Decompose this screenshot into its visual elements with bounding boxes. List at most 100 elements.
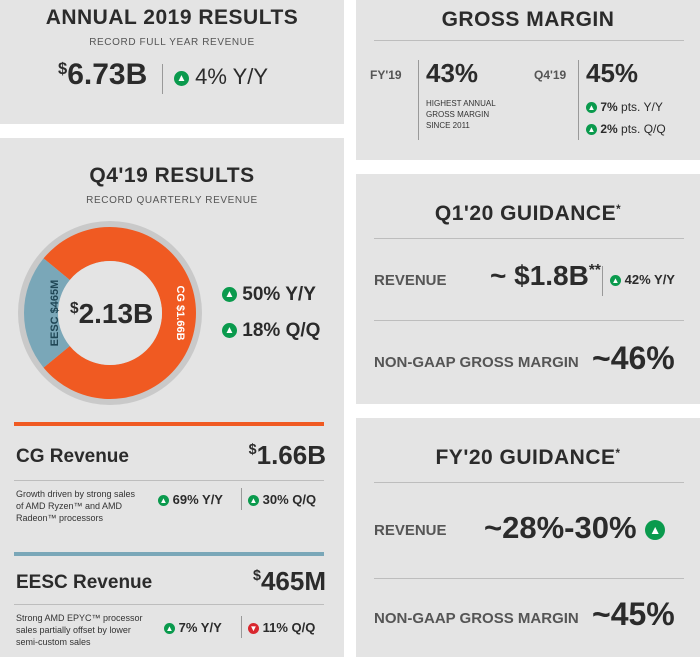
q4-growth-yy: ▲ 50% Y/Y	[222, 284, 316, 306]
q1-revenue-amount: 1.8B	[529, 260, 589, 291]
donut-hole	[58, 261, 162, 365]
q4-growth-qq: ▲ 18% Q/Q	[222, 320, 320, 342]
q4-center-currency: $	[70, 300, 79, 318]
fy20-guidance-panel: FY'20 GUIDANCE* REVENUE ~28%-30% ▲ NON-G…	[356, 418, 700, 657]
cg-value-amount: 1.66B	[256, 440, 326, 470]
q4-title: Q4'19 RESULTS	[89, 164, 255, 187]
eesc-yy: ▲ 7% Y/Y	[164, 620, 222, 635]
eesc-qq: ▼ 11% Q/Q	[248, 620, 315, 635]
q4-results-panel: Q4'19 RESULTS RECORD QUARTERLY REVENUE E…	[0, 138, 344, 657]
eesc-qq-value: 11% Q/Q	[262, 620, 316, 635]
up-arrow-icon: ▲	[222, 323, 237, 339]
fy20-title: FY'20 GUIDANCE*	[356, 446, 700, 470]
q1-revenue-label: REVENUE	[374, 272, 447, 289]
q-divider	[578, 60, 579, 140]
q1-margin-label: NON-GAAP GROSS MARGIN	[374, 354, 579, 371]
gross-margin-rule	[374, 40, 684, 41]
q4-growth-qq-value: 18% Q/Q	[242, 320, 321, 341]
down-arrow-icon: ▼	[248, 623, 259, 635]
fy20-revenue-value: ~28%-30%	[484, 510, 637, 545]
fy20-rule-mid	[374, 578, 684, 579]
up-arrow-icon: ▲	[164, 623, 175, 635]
q4-subtitle: RECORD QUARTERLY REVENUE	[86, 195, 258, 206]
up-arrow-icon: ▲	[174, 70, 189, 86]
q1-rule-top	[374, 238, 684, 239]
q-yy-growth: ▲ 7% pts. Y/Y	[586, 100, 663, 114]
cg-yy: ▲ 69% Y/Y	[158, 492, 223, 507]
cg-accent-bar	[14, 422, 324, 426]
annual-revenue-currency: $	[58, 60, 68, 79]
q1-margin-value: ~46%	[592, 340, 675, 376]
annual-title: ANNUAL 2019 RESULTS	[45, 6, 299, 29]
q1-revenue-growth-value: 42% Y/Y	[624, 272, 675, 287]
up-arrow-icon: ▲	[645, 519, 666, 540]
annual-subtitle: RECORD FULL YEAR REVENUE	[89, 37, 255, 48]
q1-title-mark: *	[616, 203, 622, 216]
up-arrow-icon: ▲	[586, 124, 597, 136]
q4-center-amount: 2.13B	[78, 298, 154, 329]
q4-donut-chart: EESC $465M CG $1.66B	[18, 221, 202, 405]
up-arrow-icon: ▲	[158, 495, 169, 507]
up-arrow-icon: ▲	[248, 495, 259, 507]
q-qq-value: 2%	[600, 122, 618, 136]
eesc-rule	[14, 604, 324, 605]
fy20-revenue-row: ~28%-30% ▲	[484, 510, 666, 546]
up-arrow-icon: ▲	[610, 275, 621, 287]
cg-description: Growth driven by strong sales of AMD Ryz…	[16, 489, 136, 523]
eesc-label: EESC $465M	[49, 280, 61, 347]
eesc-yy-value: 7% Y/Y	[178, 620, 222, 635]
fy-value: 43%	[426, 58, 479, 88]
eesc-title: EESC Revenue	[16, 572, 153, 593]
fy20-rule-top	[374, 482, 684, 483]
fy20-margin-label: NON-GAAP GROSS MARGIN	[374, 610, 579, 627]
eesc-value: $465M	[226, 566, 326, 597]
cg-label: CG $1.66B	[174, 285, 186, 340]
donut-segment-eesc	[24, 258, 70, 368]
q-value: 45%	[586, 58, 639, 88]
q-qq-unit: pts. Q/Q	[621, 122, 666, 136]
cg-yy-value: 69% Y/Y	[172, 492, 223, 507]
q1-guidance-panel: Q1'20 GUIDANCE* REVENUE ~ $1.8B** ▲ 42% …	[356, 174, 700, 404]
eesc-accent-bar	[14, 552, 324, 556]
annual-revenue-value: 6.73B	[67, 58, 148, 91]
up-arrow-icon: ▲	[222, 287, 237, 303]
q1-rule-mid	[374, 320, 684, 321]
eesc-value-currency: $	[253, 568, 261, 585]
fy20-margin-value: ~45%	[592, 596, 675, 632]
up-arrow-icon: ▲	[586, 102, 597, 114]
donut-segment-cg	[43, 227, 196, 399]
eesc-value-amount: 465M	[260, 566, 326, 596]
q4-growth-yy-value: 50% Y/Y	[242, 284, 316, 305]
cg-divider	[241, 488, 242, 510]
fy-note: HIGHEST ANNUAL GROSS MARGIN SINCE 2011	[426, 99, 496, 130]
cg-rule	[14, 480, 324, 481]
q1-revenue-growth: ▲ 42% Y/Y	[610, 272, 675, 287]
q-yy-unit: pts. Y/Y	[621, 100, 663, 114]
fy-divider	[418, 60, 419, 140]
fy-label: FY'19	[370, 68, 402, 82]
q1-divider	[602, 266, 603, 296]
annual-divider	[162, 64, 163, 94]
q-yy-value: 7%	[600, 100, 618, 114]
q-label: Q4'19	[534, 68, 567, 82]
cg-title: CG Revenue	[16, 446, 129, 467]
q4-center-value: $2.13B	[70, 298, 153, 330]
eesc-divider	[241, 616, 242, 638]
annual-revenue: $6.73B	[58, 58, 147, 92]
q1-title: Q1'20 GUIDANCE*	[356, 202, 700, 226]
eesc-description: Strong AMD EPYC™ processor sales partial…	[16, 613, 143, 647]
fy20-revenue-label: REVENUE	[374, 522, 447, 539]
cg-value: $1.66B	[236, 440, 326, 471]
gross-margin-title: GROSS MARGIN	[441, 8, 615, 31]
gross-margin-panel: GROSS MARGIN FY'19 43% HIGHEST ANNUAL GR…	[356, 0, 700, 160]
cg-qq: ▲ 30% Q/Q	[248, 492, 316, 507]
q1-revenue-mark: **	[588, 262, 601, 280]
cg-qq-value: 30% Q/Q	[262, 492, 317, 507]
annual-growth: ▲ 4% Y/Y	[174, 64, 268, 90]
cg-value-currency: $	[248, 442, 257, 459]
q1-title-text: Q1'20 GUIDANCE	[434, 202, 617, 225]
annual-growth-value: 4% Y/Y	[195, 64, 269, 89]
annual-results-panel: ANNUAL 2019 RESULTS RECORD FULL YEAR REV…	[0, 0, 344, 124]
q1-revenue-prefix: ~ $	[490, 260, 530, 291]
q-qq-growth: ▲ 2% pts. Q/Q	[586, 122, 666, 136]
